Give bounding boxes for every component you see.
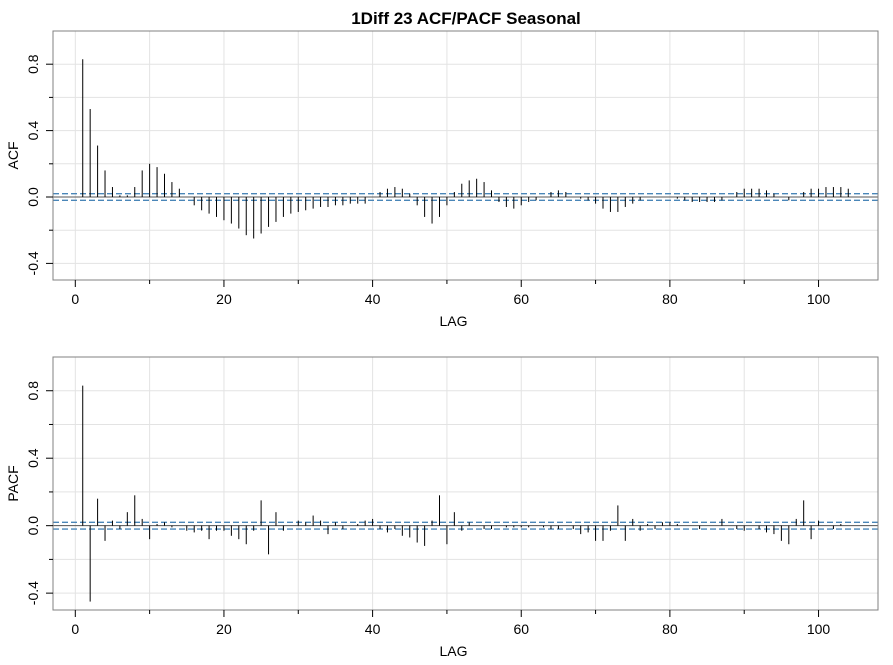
pacf-y-axis-label: PACF — [5, 465, 21, 501]
acf-frame — [52, 30, 879, 281]
acf-y-tick-label: 0.4 — [25, 121, 41, 141]
acf-x-tick-label: 0 — [71, 291, 79, 307]
pacf-x-tick-label: 20 — [216, 621, 232, 637]
pacf-y-tick-label: -0.4 — [25, 581, 41, 605]
acf-x-tick-label: 20 — [216, 291, 232, 307]
acf-x-tick-label: 40 — [365, 291, 381, 307]
acf-x-axis-label: LAG — [439, 313, 467, 329]
pacf-y-tick-label: 0.8 — [25, 381, 41, 401]
acf-panel: 0 20 40 60 80 100 -0.4 0.0 0.4 0.8 LAG ACF — [5, 30, 879, 329]
chart-title: 1Diff 23 ACF/PACF Seasonal — [351, 9, 581, 28]
pacf-x-axis-label: LAG — [439, 643, 467, 659]
acf-x-tick-label: 80 — [662, 291, 678, 307]
acf-x-tick-label: 60 — [513, 291, 529, 307]
pacf-y-tick-label: 0.4 — [25, 448, 41, 468]
pacf-x-tick-label: 60 — [513, 621, 529, 637]
pacf-y-tick-label: 0.0 — [25, 516, 41, 536]
pacf-x-tick-label: 0 — [71, 621, 79, 637]
pacf-x-tick-label: 80 — [662, 621, 678, 637]
pacf-x-tick-label: 40 — [365, 621, 381, 637]
pacf-frame — [52, 356, 879, 611]
acf-x-tick-label: 100 — [807, 291, 831, 307]
pacf-panel: 0 20 40 60 80 100 -0.4 0.0 0.4 0.8 LAG PACF — [5, 356, 879, 659]
acf-y-tick-label: 0.8 — [25, 54, 41, 74]
acf-y-tick-label: 0.0 — [25, 187, 41, 207]
pacf-x-tick-label: 100 — [807, 621, 831, 637]
acf-y-tick-label: -0.4 — [25, 251, 41, 275]
acf-y-axis-label: ACF — [5, 142, 21, 170]
